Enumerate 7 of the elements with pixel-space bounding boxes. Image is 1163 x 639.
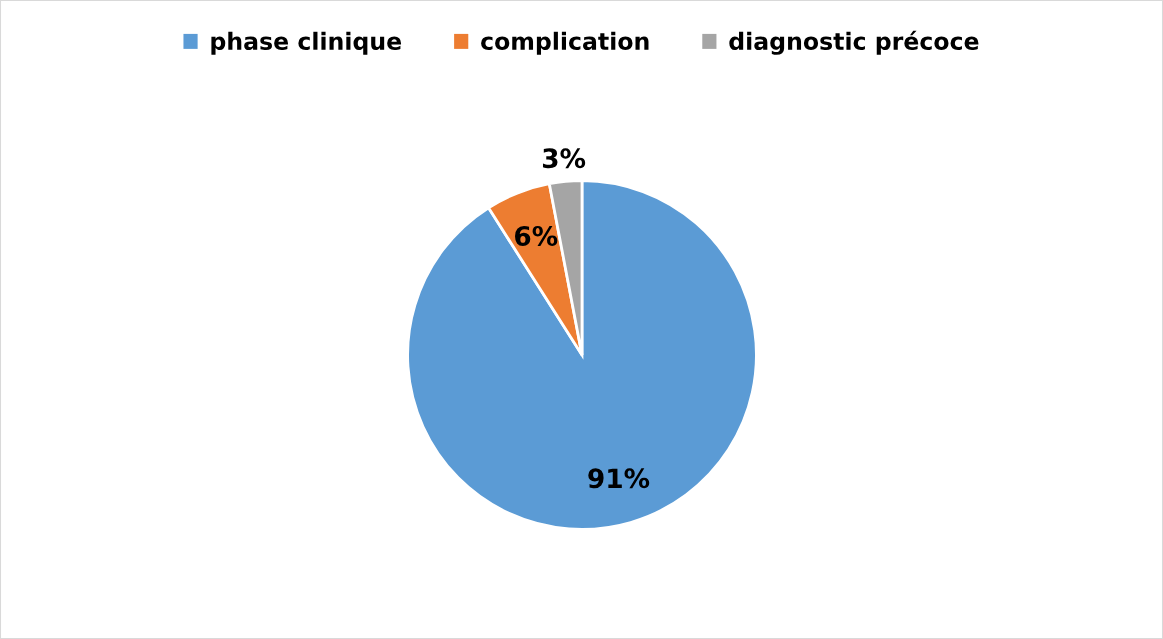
data-label: 91% — [588, 468, 650, 489]
legend-label: diagnostic précoce — [729, 30, 979, 55]
legend-label: phase clinique — [211, 31, 402, 55]
pie-slice — [406, 179, 758, 531]
data-label: 3% — [542, 148, 586, 169]
legend-label: complication — [481, 31, 649, 55]
data-label: 6% — [515, 225, 558, 246]
